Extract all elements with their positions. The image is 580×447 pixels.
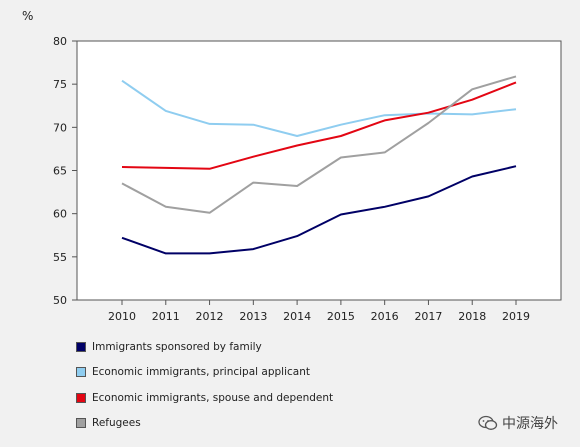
legend-item: Economic immigrants, spouse and dependen… xyxy=(76,385,333,411)
x-tick-label: 2014 xyxy=(283,310,311,323)
legend-swatch-spouse xyxy=(76,392,86,403)
series-line-1 xyxy=(121,79,517,137)
y-tick-label: 60 xyxy=(53,208,67,221)
y-tick-label: 50 xyxy=(53,294,67,307)
wechat-icon xyxy=(478,415,498,430)
legend-label: Economic immigrants, spouse and dependen… xyxy=(92,391,334,404)
legend: Immigrants sponsored by family Economic … xyxy=(76,334,333,436)
legend-item: Refugees xyxy=(76,411,333,437)
watermark: 中源海外 xyxy=(478,413,558,433)
x-tick-label: 2015 xyxy=(327,310,355,323)
x-tick-label: 2018 xyxy=(458,310,486,323)
legend-swatch-principal xyxy=(76,367,86,378)
x-tick-label: 2019 xyxy=(502,310,530,323)
plot-area xyxy=(76,40,562,301)
x-tick-label: 2017 xyxy=(414,310,442,323)
x-tick-label: 2010 xyxy=(108,310,136,323)
series-lines xyxy=(121,75,517,255)
legend-label: Economic immigrants, principal applicant xyxy=(92,366,310,379)
y-tick-label: 55 xyxy=(53,251,67,264)
x-tick-label: 2012 xyxy=(196,310,224,323)
y-tick-label: 65 xyxy=(53,165,67,178)
x-axis-ticks: 2010 2011 2012 2013 2014 2015 2016 2017 2018 2019 xyxy=(108,300,530,323)
legend-label: Immigrants sponsored by family xyxy=(92,340,262,353)
x-tick-label: 2013 xyxy=(239,310,267,323)
y-axis-label: % xyxy=(22,9,33,23)
legend-swatch-family xyxy=(76,341,86,352)
legend-label: Refugees xyxy=(92,417,141,430)
watermark-text: 中源海外 xyxy=(502,416,558,432)
y-tick-label: 80 xyxy=(53,35,67,48)
y-tick-label: 70 xyxy=(53,121,67,134)
series-line-3 xyxy=(121,75,517,214)
x-tick-label: 2016 xyxy=(371,310,399,323)
legend-swatch-refugees xyxy=(76,418,86,429)
y-axis-ticks: 50 55 60 65 70 75 80 xyxy=(53,35,77,307)
legend-item: Economic immigrants, principal applicant xyxy=(76,360,333,386)
legend-item: Immigrants sponsored by family xyxy=(76,334,333,360)
y-tick-label: 75 xyxy=(53,78,67,91)
x-tick-label: 2011 xyxy=(152,310,180,323)
series-line-0 xyxy=(121,165,517,255)
